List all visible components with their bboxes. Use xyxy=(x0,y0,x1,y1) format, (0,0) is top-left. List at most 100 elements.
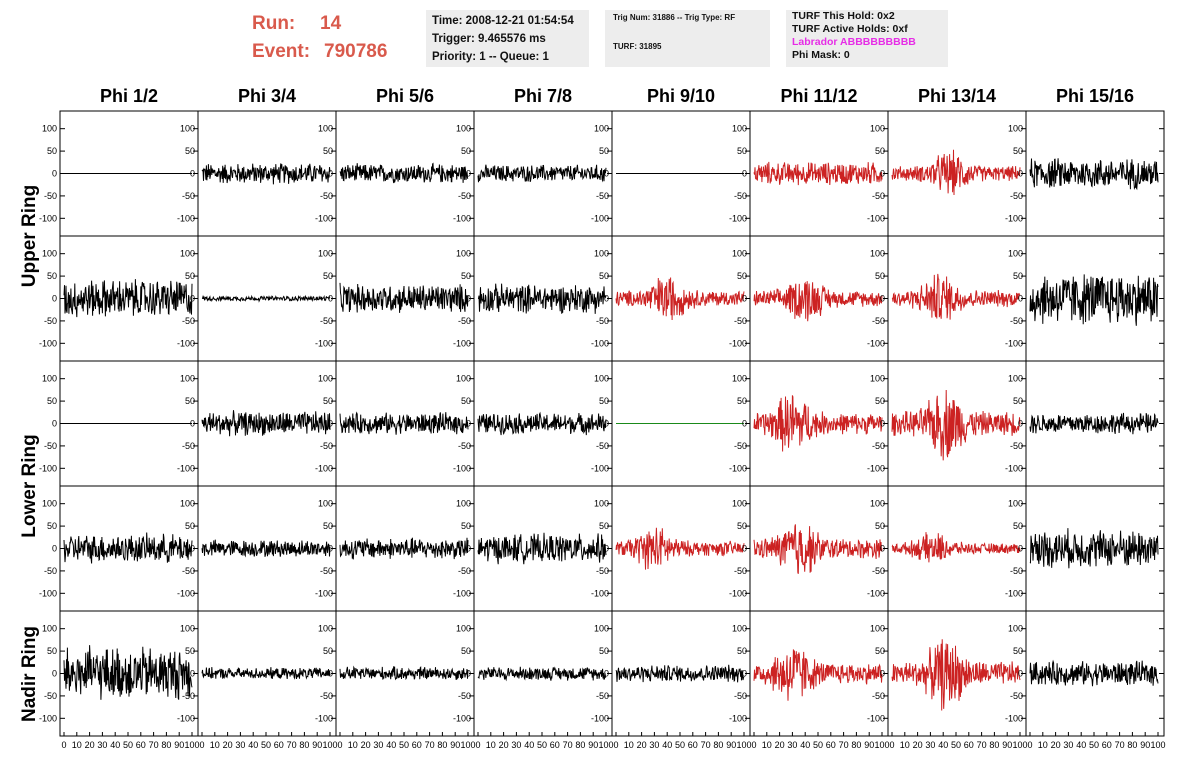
xtick-label-c1: 50 xyxy=(261,740,271,750)
ytick-label-left-r4: 100 xyxy=(42,624,57,634)
waveform-r3-c2 xyxy=(339,537,469,560)
ytick-label-r3-c1: -50 xyxy=(182,566,195,576)
ytick-label-r4-c1: 100 xyxy=(180,624,195,634)
run-value: 14 xyxy=(320,13,342,34)
ytick-label-r0-c4: 0 xyxy=(604,169,609,179)
ytick-label-left-r0: 50 xyxy=(47,146,57,156)
xtick-label-c4: 70 xyxy=(701,740,711,750)
ytick-label-r2-c6: 0 xyxy=(880,419,885,429)
ytick-label-r2-c2: 100 xyxy=(318,374,333,384)
ytick-label-r2-c7: 50 xyxy=(1013,396,1023,406)
xtick-label-c3: 0 xyxy=(475,740,480,750)
xtick-label-c0: 50 xyxy=(123,740,133,750)
ytick-label-r2-c1: 0 xyxy=(190,419,195,429)
ytick-label-r4-c7: -100 xyxy=(1005,713,1023,723)
ytick-label-r0-c6: 50 xyxy=(875,146,885,156)
ytick-label-r2-c5: 50 xyxy=(737,396,747,406)
ytick-label-r2-c3: 100 xyxy=(456,374,471,384)
ytick-label-r2-c2: 0 xyxy=(328,419,333,429)
xtick-label-c4: 100 xyxy=(736,740,751,750)
xtick-label-c5: 80 xyxy=(851,740,861,750)
ytick-label-r1-c6: 0 xyxy=(880,294,885,304)
ytick-label-left-r4: -100 xyxy=(39,713,57,723)
run-row: Run: 14 xyxy=(252,10,387,38)
ytick-label-r0-c4: -50 xyxy=(596,191,609,201)
xtick-label-c2: 20 xyxy=(361,740,371,750)
trig-info-box: Trig Num: 31886 -- Trig Type: RF TURF: 3… xyxy=(605,10,770,67)
xtick-label-c1: 90 xyxy=(312,740,322,750)
xtick-label-c3: 50 xyxy=(537,740,547,750)
xtick-label-c2: 40 xyxy=(386,740,396,750)
ytick-label-r2-c2: -100 xyxy=(315,463,333,473)
trigger-text: Trigger: 9.465576 ms xyxy=(432,33,546,45)
xtick-label-c1: 10 xyxy=(210,740,220,750)
ytick-label-r4-c3: 0 xyxy=(466,669,471,679)
ytick-label-r3-c2: -50 xyxy=(320,566,333,576)
xtick-label-c6: 70 xyxy=(977,740,987,750)
ytick-label-r3-c3: 50 xyxy=(461,521,471,531)
ytick-label-r1-c3: -100 xyxy=(453,338,471,348)
ytick-label-r2-c5: 100 xyxy=(732,374,747,384)
waveform-r1-c0 xyxy=(63,279,193,318)
ytick-label-r1-c5: -100 xyxy=(729,338,747,348)
xtick-label-c5: 10 xyxy=(762,740,772,750)
xtick-label-c4: 50 xyxy=(675,740,685,750)
ytick-label-r0-c1: 50 xyxy=(185,146,195,156)
ytick-label-r0-c5: 50 xyxy=(737,146,747,156)
ytick-label-r4-c2: -100 xyxy=(315,713,333,723)
xtick-label-c7: 20 xyxy=(1051,740,1061,750)
ytick-label-r3-c6: 100 xyxy=(870,499,885,509)
ytick-label-r2-c1: 50 xyxy=(185,396,195,406)
run-event-box: Run: 14 Event: 790786 xyxy=(252,10,387,66)
ytick-label-r3-c4: 0 xyxy=(604,544,609,554)
ytick-label-r1-c5: 0 xyxy=(742,294,747,304)
ytick-label-r0-c7: 50 xyxy=(1013,146,1023,156)
xtick-label-c6: 90 xyxy=(1002,740,1012,750)
ytick-label-r3-c4: -50 xyxy=(596,566,609,576)
xtick-label-c7: 50 xyxy=(1089,740,1099,750)
ytick-label-r0-c7: -50 xyxy=(1010,191,1023,201)
ytick-label-r2-c3: 0 xyxy=(466,419,471,429)
xtick-label-c5: 40 xyxy=(800,740,810,750)
ytick-label-r2-c5: -100 xyxy=(729,463,747,473)
xtick-label-c7: 0 xyxy=(1027,740,1032,750)
ytick-label-r0-c3: 100 xyxy=(456,124,471,134)
waveform-r0-c1 xyxy=(201,163,331,185)
ytick-label-r1-c3: 50 xyxy=(461,271,471,281)
turf-hold-text: TURF This Hold: 0x2 xyxy=(792,10,895,22)
ytick-label-r1-c6: 50 xyxy=(875,271,885,281)
xtick-label-c0: 100 xyxy=(184,740,199,750)
ytick-label-r4-c5: 50 xyxy=(737,646,747,656)
xtick-label-c1: 40 xyxy=(248,740,258,750)
xtick-label-c7: 10 xyxy=(1038,740,1048,750)
xtick-label-c0: 70 xyxy=(149,740,159,750)
waveform-r2-c5 xyxy=(753,395,883,452)
ytick-label-r2-c1: -50 xyxy=(182,441,195,451)
ytick-label-r4-c6: -100 xyxy=(867,713,885,723)
trig-num-text: Trig Num: 31886 -- Trig Type: RF xyxy=(613,13,736,22)
ytick-label-r3-c7: 0 xyxy=(1018,544,1023,554)
priority-text: Priority: 1 -- Queue: 1 xyxy=(432,51,549,63)
ytick-label-r2-c6: 100 xyxy=(870,374,885,384)
ytick-label-r4-c2: 100 xyxy=(318,624,333,634)
xtick-label-c2: 50 xyxy=(399,740,409,750)
waveform-r2-c1 xyxy=(201,410,331,437)
xtick-label-c0: 0 xyxy=(61,740,66,750)
ytick-label-r1-c1: -100 xyxy=(177,338,195,348)
xtick-label-c0: 90 xyxy=(174,740,184,750)
column-header-phi-15-16: Phi 15/16 xyxy=(1055,86,1135,106)
ytick-label-r1-c5: 100 xyxy=(732,249,747,259)
ytick-label-r2-c4: 100 xyxy=(594,374,609,384)
xtick-label-c0: 30 xyxy=(97,740,107,750)
xtick-label-c0: 40 xyxy=(110,740,120,750)
waveform-r3-c1 xyxy=(201,539,331,558)
ytick-label-r4-c4: 0 xyxy=(604,669,609,679)
ytick-label-left-r3: 0 xyxy=(52,544,57,554)
xtick-label-c3: 100 xyxy=(598,740,613,750)
waveform-r1-c3 xyxy=(477,283,607,314)
phi-mask-text: Phi Mask: 0 xyxy=(792,49,850,61)
ytick-label-r0-c3: 0 xyxy=(466,169,471,179)
ytick-label-left-r2: -100 xyxy=(39,463,57,473)
xtick-label-c4: 20 xyxy=(637,740,647,750)
ytick-label-r0-c1: -50 xyxy=(182,191,195,201)
